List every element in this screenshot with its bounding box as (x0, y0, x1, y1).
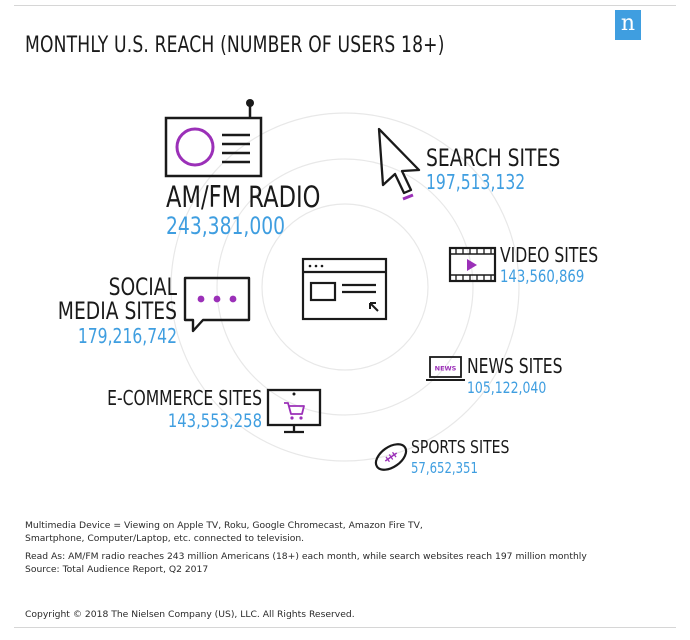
note-source: Source: Total Audience Report, Q2 2017 (25, 564, 209, 575)
background-rings (170, 112, 520, 462)
chat-bubble-icon (183, 276, 251, 333)
page-title: MONTHLY U.S. REACH (NUMBER OF USERS 18+) (25, 33, 445, 58)
social-block: SOCIAL MEDIA SITES 179,216,742 (58, 274, 177, 349)
news-icon-label: NEWS (435, 365, 457, 373)
top-rule (14, 5, 676, 6)
value-e-commerce-sites: 143,553,258 (168, 410, 262, 432)
browser-window-icon (301, 257, 388, 321)
note-read-as: Read As: AM/FM radio reaches 243 million… (25, 551, 587, 562)
video-block: VIDEO SITES 143,560,869 (500, 244, 598, 286)
category-labels: AM/FM RADIO 243,381,000 SEARCH SITES 197… (58, 145, 598, 478)
value-news-sites: 105,122,040 (467, 380, 546, 398)
bottom-rule (14, 627, 676, 628)
reach-infographic: NEWS AM/FM RADIO 243,381,000 SEARCH SITE… (58, 99, 598, 478)
ring-middle (216, 158, 474, 416)
news-laptop-icon: NEWS (426, 356, 465, 381)
value-am-fm-radio: 243,381,000 (166, 213, 285, 241)
news-block: NEWS SITES 105,122,040 (467, 355, 563, 397)
label-am-fm-radio: AM/FM RADIO (166, 181, 320, 214)
note-multimedia-device: Multimedia Device = Viewing on Apple TV,… (25, 520, 423, 531)
label-sports-sites: SPORTS SITES (411, 436, 509, 457)
value-social-media-sites: 179,216,742 (78, 325, 177, 348)
sports-block: SPORTS SITES 57,652,351 (411, 436, 509, 477)
radio-block: AM/FM RADIO 243,381,000 (166, 181, 320, 240)
label-social-line2: MEDIA SITES (58, 298, 177, 326)
copyright-text: Copyright © 2018 The Nielsen Company (US… (25, 609, 355, 620)
label-video-sites: VIDEO SITES (500, 244, 598, 267)
label-news-sites: NEWS SITES (467, 355, 563, 378)
value-sports-sites: 57,652,351 (411, 461, 478, 478)
value-search-sites: 197,513,132 (426, 171, 525, 194)
note-multimedia-device-cont: Smartphone, Computer/Laptop, etc. connec… (25, 533, 305, 544)
label-e-commerce-sites: E-COMMERCE SITES (107, 387, 262, 410)
football-icon (374, 443, 408, 471)
ecommerce-block: E-COMMERCE SITES 143,553,258 (107, 387, 262, 432)
radio-icon (164, 99, 263, 178)
label-search-sites: SEARCH SITES (426, 145, 560, 173)
label-social-line1: SOCIAL (109, 274, 177, 302)
cursor-arrow-icon (377, 127, 421, 201)
search-block: SEARCH SITES 197,513,132 (426, 145, 560, 195)
ring-outer (170, 112, 520, 462)
value-video-sites: 143,560,869 (500, 266, 584, 286)
shopping-cart-monitor-icon (266, 388, 322, 434)
video-film-icon (448, 246, 497, 283)
ring-inner (261, 203, 429, 371)
nielsen-logo: n (615, 10, 641, 40)
